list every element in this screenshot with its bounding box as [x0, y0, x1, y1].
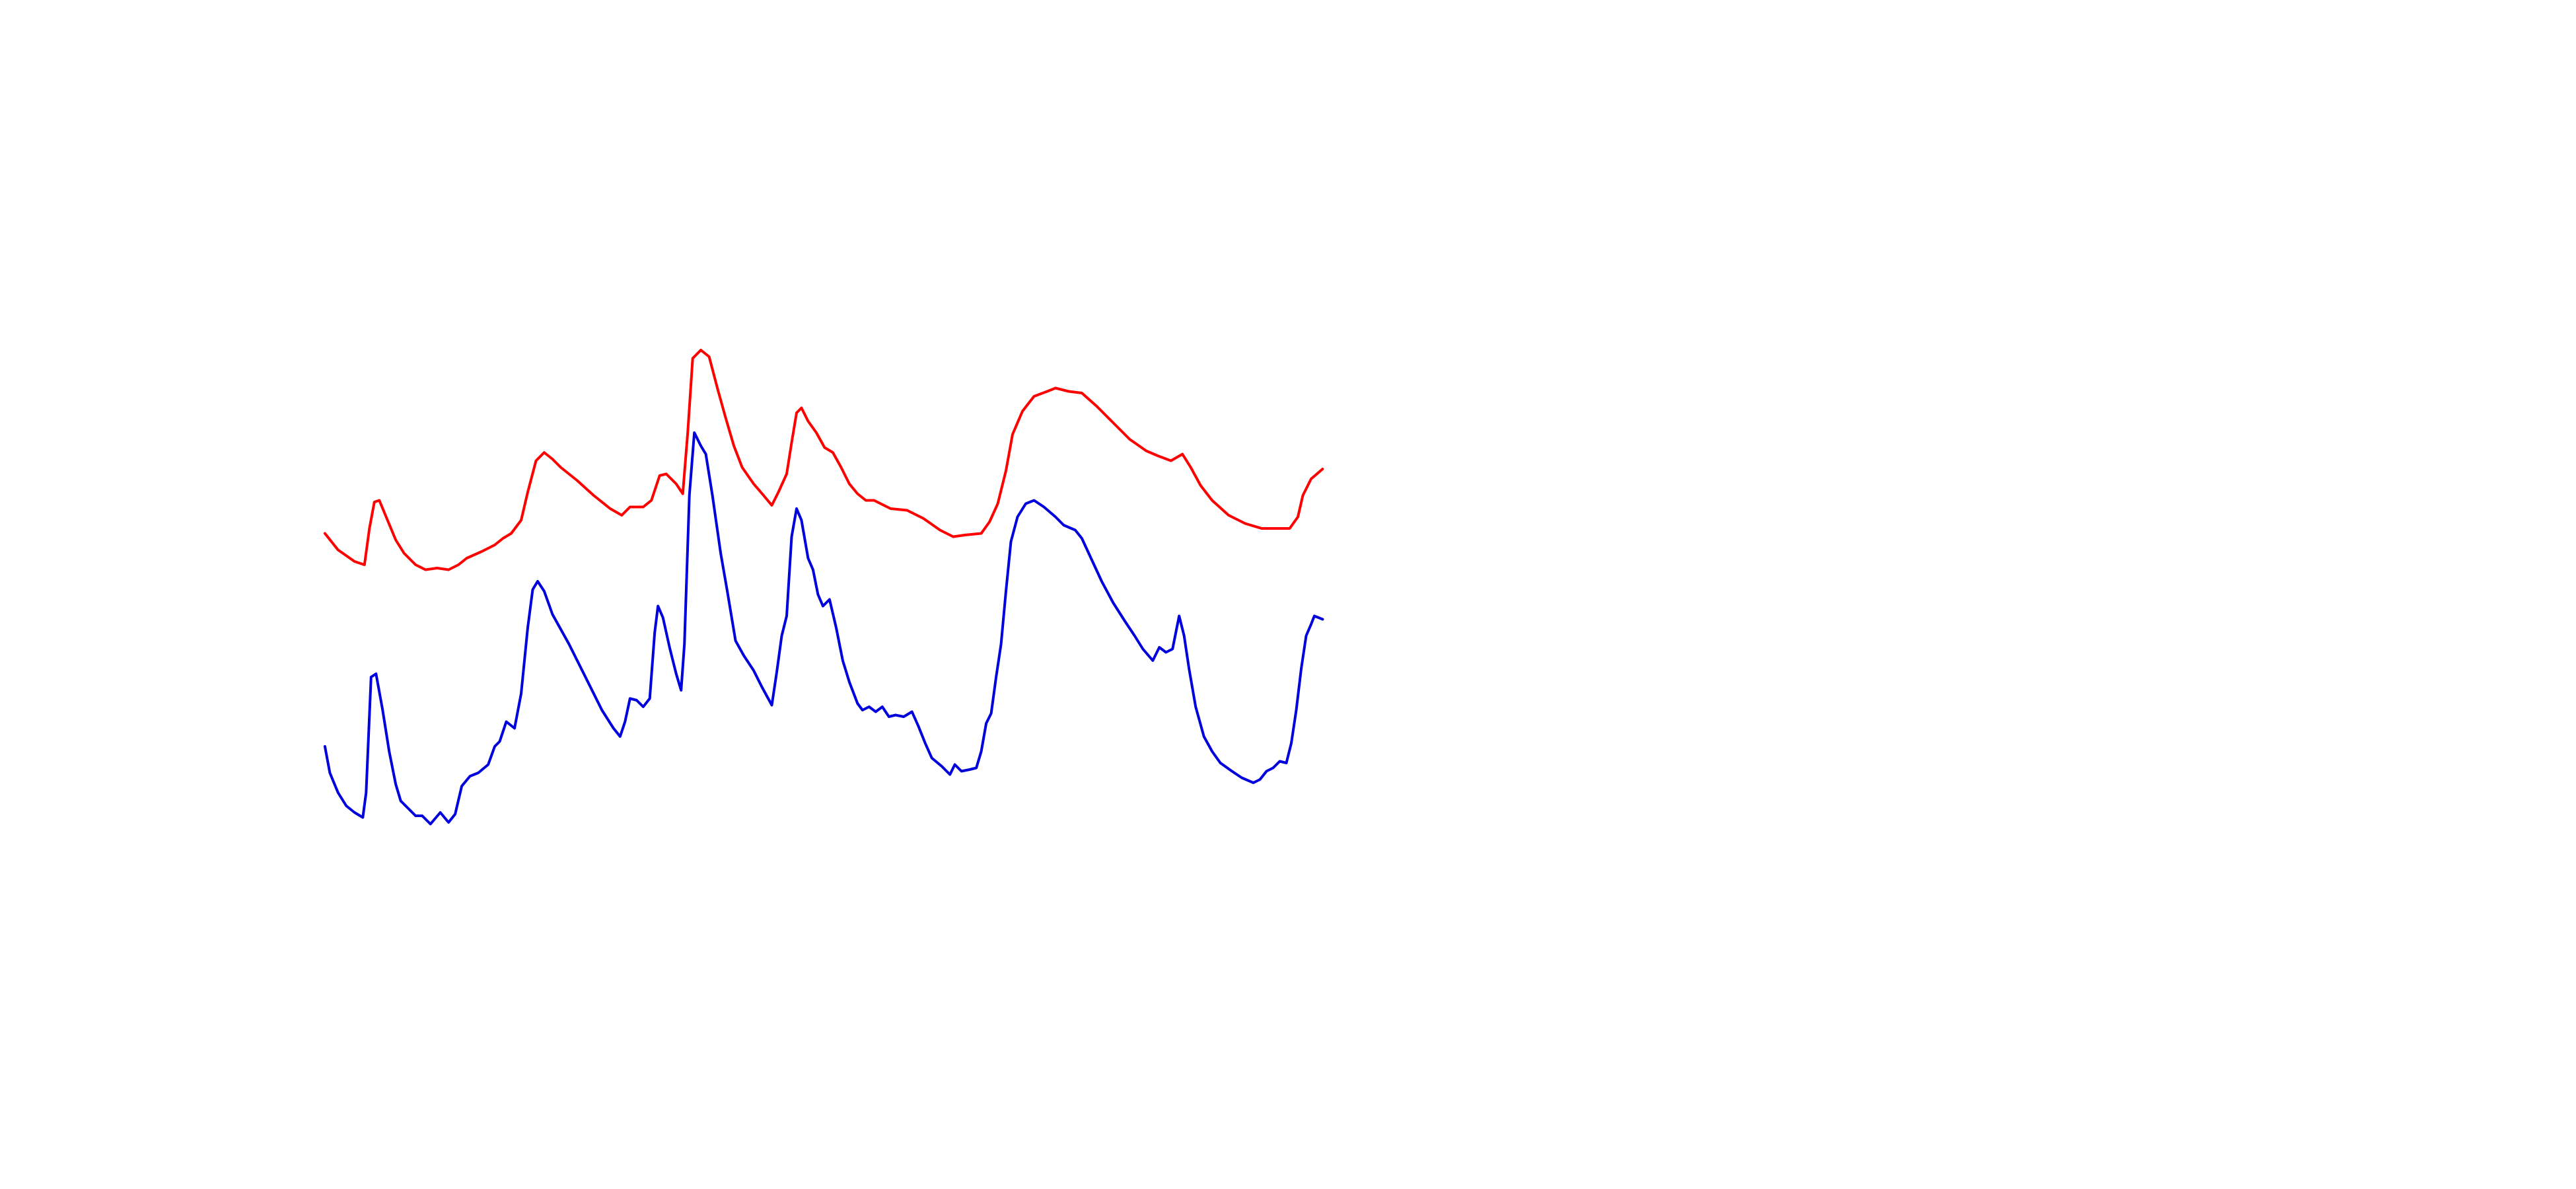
line-series [323, 431, 1324, 826]
line-series [323, 349, 1324, 571]
